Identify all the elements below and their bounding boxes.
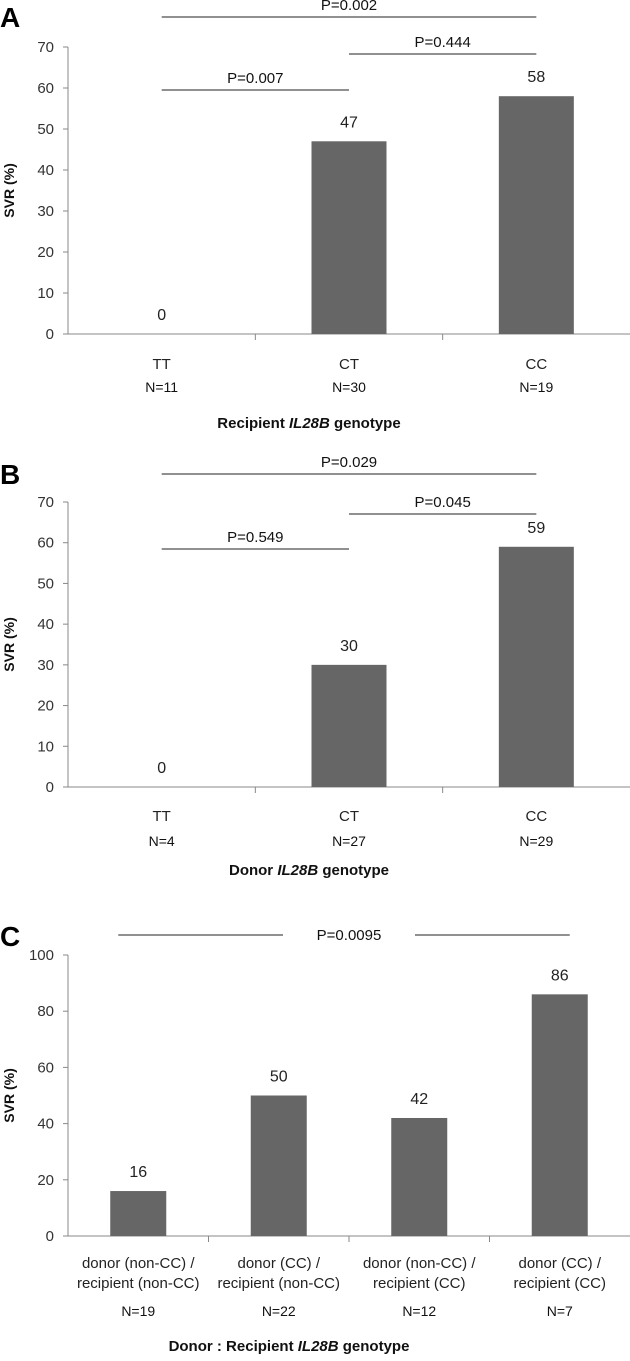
y-tick-label: 30 [37,657,54,674]
p-value-label: P=0.549 [227,529,283,546]
bar [110,1191,167,1236]
bar [311,141,387,334]
n-count-label: N=29 [519,833,553,849]
category-label: CT [339,356,359,373]
x-axis-label-part: Donor [229,862,277,879]
n-count-label: N=12 [402,1303,436,1319]
y-tick-label: 10 [37,285,54,302]
n-count-label: N=22 [262,1303,296,1319]
x-axis-label-part: Recipient [217,415,289,432]
y-tick-label: 70 [37,39,54,56]
y-tick-label: 60 [37,80,54,97]
category-label: recipient (non-CC) [77,1275,200,1292]
y-tick-label: 0 [46,1228,54,1245]
category-label: donor (non-CC) / [363,1255,476,1272]
n-count-label: N=7 [547,1303,573,1319]
data-label: 0 [157,307,166,324]
n-count-label: N=27 [332,833,366,849]
category-label: recipient (non-CC) [217,1275,340,1292]
category-label: donor (CC) / [237,1255,320,1272]
panel-label-C: C [0,921,20,952]
y-axis-label: SVR (%) [1,617,17,671]
x-axis-label-part: genotype [339,1338,410,1355]
data-label: 59 [527,520,545,537]
y-tick-label: 40 [37,616,54,633]
y-tick-label: 40 [37,1116,54,1133]
y-axis-label: SVR (%) [1,163,17,217]
bar [498,96,574,334]
x-axis-label: Donor : Recipient IL28B genotype [169,1338,410,1355]
y-tick-label: 20 [37,698,54,715]
p-value-label: P=0.045 [415,494,471,511]
category-label: CC [525,356,547,373]
p-value-label: P=0.0095 [317,927,382,944]
y-tick-label: 80 [37,1003,54,1020]
n-count-label: N=30 [332,379,366,395]
data-label: 0 [157,760,166,777]
category-label: CT [339,808,359,825]
data-label: 58 [527,69,545,86]
x-axis-label-part: IL28B [277,862,318,879]
p-value-label: P=0.444 [415,34,471,51]
y-tick-label: 70 [37,494,54,511]
category-label: donor (CC) / [518,1255,601,1272]
x-axis-label: Donor IL28B genotype [229,862,389,879]
x-axis-label-part: IL28B [298,1338,339,1355]
p-value-label: P=0.029 [321,454,377,471]
data-label: 50 [270,1069,288,1086]
category-label: CC [525,808,547,825]
y-axis-label: SVR (%) [1,1068,17,1122]
data-label: 42 [410,1091,428,1108]
p-value-label: P=0.002 [321,0,377,14]
y-tick-label: 20 [37,1172,54,1189]
category-label: TT [153,356,171,373]
x-axis-label-part: genotype [330,415,401,432]
category-label: TT [153,808,171,825]
category-label: recipient (CC) [373,1275,466,1292]
x-axis-label-part: Donor : Recipient [169,1338,298,1355]
x-axis-label-part: genotype [318,862,389,879]
y-tick-label: 40 [37,162,54,179]
y-tick-label: 60 [37,535,54,552]
bar [498,546,574,787]
panel-label-A: A [0,2,20,33]
data-label: 30 [340,638,358,655]
y-tick-label: 10 [37,738,54,755]
p-value-label: P=0.007 [227,70,283,87]
y-tick-label: 50 [37,121,54,138]
n-count-label: N=19 [519,379,553,395]
category-label: recipient (CC) [513,1275,606,1292]
data-label: 86 [551,967,569,984]
bar [311,664,387,787]
n-count-label: N=11 [145,379,178,395]
x-axis-label-part: IL28B [289,415,330,432]
n-count-label: N=19 [121,1303,155,1319]
y-tick-label: 60 [37,1059,54,1076]
data-label: 47 [340,114,358,131]
x-axis-label: Recipient IL28B genotype [217,415,400,432]
bar [250,1095,307,1236]
n-count-label: N=4 [149,833,175,849]
panel-label-B: B [0,459,20,490]
y-tick-label: 0 [46,779,54,796]
bar [391,1117,448,1236]
bar [531,994,588,1236]
y-tick-label: 30 [37,203,54,220]
y-tick-label: 20 [37,244,54,261]
category-label: donor (non-CC) / [82,1255,195,1272]
y-tick-label: 100 [29,947,54,964]
y-tick-label: 0 [46,326,54,343]
y-tick-label: 50 [37,575,54,592]
data-label: 16 [129,1164,147,1181]
